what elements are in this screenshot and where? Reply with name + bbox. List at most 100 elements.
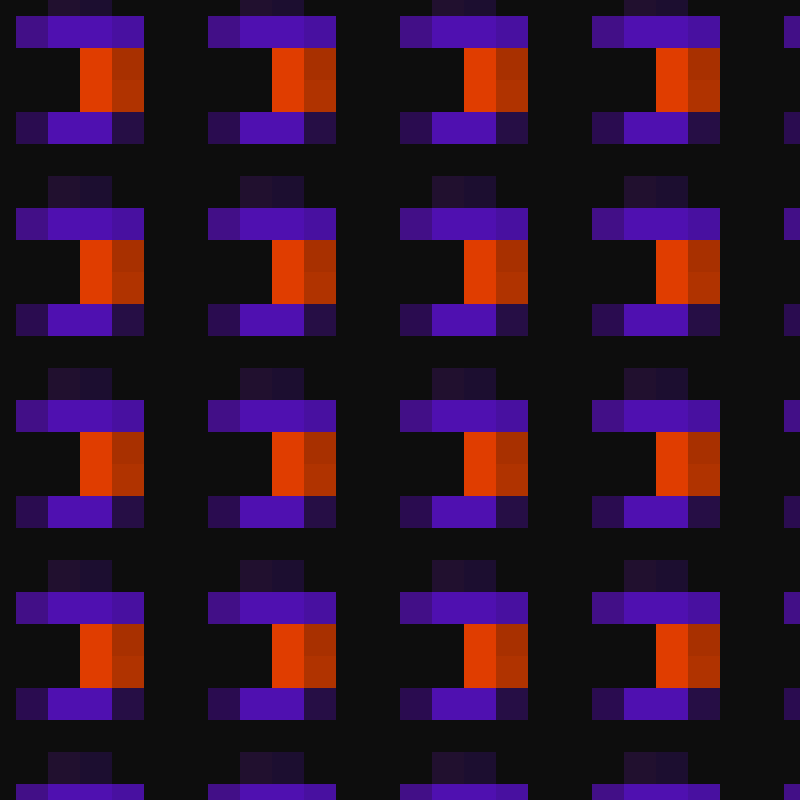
pattern-cell xyxy=(624,496,656,528)
pattern-cell xyxy=(592,208,624,240)
pattern-cell xyxy=(464,400,496,432)
pattern-cell xyxy=(464,688,496,720)
pattern-cell xyxy=(656,240,688,272)
pattern-cell xyxy=(112,240,144,272)
pattern-cell xyxy=(592,784,624,800)
pattern-cell xyxy=(496,624,528,656)
pattern-cell xyxy=(464,176,496,208)
pattern-cell xyxy=(592,496,624,528)
pattern-cell xyxy=(272,784,304,800)
pattern-cell xyxy=(624,304,656,336)
pattern-cell xyxy=(48,368,80,400)
pattern-cell xyxy=(48,176,80,208)
pattern-cell xyxy=(688,400,720,432)
pattern-cell xyxy=(48,752,80,784)
pattern-cell xyxy=(688,656,720,688)
pattern-cell xyxy=(656,560,688,592)
pattern-cell xyxy=(784,688,800,720)
pattern-cell xyxy=(656,592,688,624)
pattern-cell xyxy=(272,752,304,784)
pattern-cell xyxy=(16,496,48,528)
pattern-cell xyxy=(112,656,144,688)
pattern-cell xyxy=(496,784,528,800)
pattern-cell xyxy=(240,400,272,432)
pattern-cell xyxy=(656,368,688,400)
pattern-cell xyxy=(272,656,304,688)
pattern-cell xyxy=(432,112,464,144)
pattern-cell xyxy=(240,112,272,144)
pattern-cell xyxy=(304,656,336,688)
pattern-cell xyxy=(80,624,112,656)
pattern-cell xyxy=(464,784,496,800)
pattern-cell xyxy=(624,176,656,208)
pattern-cell xyxy=(656,496,688,528)
pattern-cell xyxy=(304,272,336,304)
pattern-cell xyxy=(432,16,464,48)
pattern-cell xyxy=(304,432,336,464)
pattern-cell xyxy=(272,688,304,720)
pattern-cell xyxy=(688,432,720,464)
pattern-cell xyxy=(784,592,800,624)
pattern-cell xyxy=(80,112,112,144)
pattern-cell xyxy=(304,784,336,800)
pattern-cell xyxy=(272,80,304,112)
pattern-cell xyxy=(48,304,80,336)
pattern-cell xyxy=(80,48,112,80)
pattern-cell xyxy=(592,112,624,144)
pattern-cell xyxy=(80,16,112,48)
pattern-cell xyxy=(208,496,240,528)
pattern-cell xyxy=(304,496,336,528)
pattern-cell xyxy=(688,688,720,720)
pattern-cell xyxy=(112,304,144,336)
pattern-cell xyxy=(16,304,48,336)
pattern-cell xyxy=(688,464,720,496)
pattern-cell xyxy=(304,208,336,240)
pattern-cell xyxy=(688,496,720,528)
pattern-cell xyxy=(16,208,48,240)
pattern-cell xyxy=(432,592,464,624)
pattern-cell xyxy=(496,400,528,432)
pattern-cell xyxy=(80,496,112,528)
pattern-cell xyxy=(464,272,496,304)
pattern-cell xyxy=(464,624,496,656)
pattern-cell xyxy=(688,112,720,144)
pattern-cell xyxy=(80,752,112,784)
pattern-cell xyxy=(496,240,528,272)
pattern-cell xyxy=(624,112,656,144)
pattern-cell xyxy=(80,240,112,272)
pattern-cell xyxy=(112,432,144,464)
pattern-cell xyxy=(496,304,528,336)
pattern-cell xyxy=(112,496,144,528)
pattern-cell xyxy=(240,0,272,16)
pattern-cell xyxy=(656,624,688,656)
pattern-cell xyxy=(208,688,240,720)
pattern-cell xyxy=(656,688,688,720)
pattern-cell xyxy=(432,304,464,336)
pattern-cell xyxy=(80,80,112,112)
pattern-cell xyxy=(432,176,464,208)
pattern-cell xyxy=(304,688,336,720)
pattern-cell xyxy=(464,16,496,48)
pattern-cell xyxy=(80,656,112,688)
pattern-cell xyxy=(592,304,624,336)
pattern-cell xyxy=(272,16,304,48)
pattern-cell xyxy=(272,176,304,208)
pattern-cell xyxy=(400,496,432,528)
pattern-cell xyxy=(208,400,240,432)
pattern-cell xyxy=(272,272,304,304)
pattern-cell xyxy=(48,688,80,720)
pattern-cell xyxy=(496,464,528,496)
pattern-cell xyxy=(272,304,304,336)
pattern-cell xyxy=(464,432,496,464)
pattern-cell xyxy=(48,112,80,144)
pattern-cell xyxy=(784,304,800,336)
pattern-cell xyxy=(240,208,272,240)
pattern-cell xyxy=(656,176,688,208)
pattern-cell xyxy=(112,400,144,432)
pattern-cell xyxy=(432,368,464,400)
pattern-cell xyxy=(432,400,464,432)
pattern-cell xyxy=(16,400,48,432)
pattern-cell xyxy=(624,688,656,720)
pattern-cell xyxy=(432,784,464,800)
pattern-cell xyxy=(112,784,144,800)
